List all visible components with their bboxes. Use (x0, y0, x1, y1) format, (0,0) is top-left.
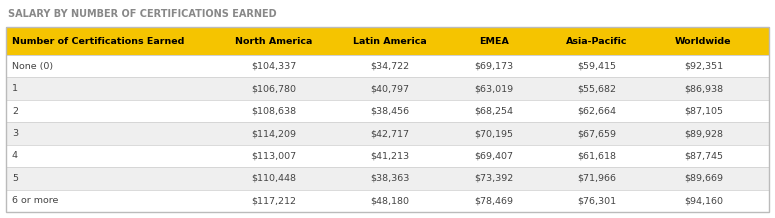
Text: $89,669: $89,669 (684, 174, 723, 183)
Text: $38,456: $38,456 (370, 107, 409, 116)
Text: 3: 3 (12, 129, 18, 138)
Text: 5: 5 (12, 174, 18, 183)
Text: $113,007: $113,007 (251, 152, 296, 160)
Text: $94,160: $94,160 (684, 196, 723, 205)
Text: 6 or more: 6 or more (12, 196, 58, 205)
Text: $110,448: $110,448 (251, 174, 296, 183)
Text: $71,966: $71,966 (577, 174, 616, 183)
Text: Asia-Pacific: Asia-Pacific (566, 36, 627, 46)
Bar (6, 122, 769, 145)
Text: $70,195: $70,195 (474, 129, 514, 138)
Bar (6, 167, 769, 190)
Text: $38,363: $38,363 (370, 174, 409, 183)
Bar (6, 55, 769, 77)
Text: $104,337: $104,337 (251, 62, 297, 71)
Text: $108,638: $108,638 (251, 107, 296, 116)
Text: $41,213: $41,213 (370, 152, 409, 160)
Text: $87,105: $87,105 (684, 107, 723, 116)
Text: $86,938: $86,938 (684, 84, 723, 93)
Text: None (0): None (0) (12, 62, 53, 71)
Text: $48,180: $48,180 (370, 196, 409, 205)
Bar (6, 77, 769, 100)
Text: Number of Certifications Earned: Number of Certifications Earned (12, 36, 184, 46)
Text: Latin America: Latin America (353, 36, 427, 46)
Bar (6, 27, 769, 55)
Text: $40,797: $40,797 (370, 84, 409, 93)
Text: SALARY BY NUMBER OF CERTIFICATIONS EARNED: SALARY BY NUMBER OF CERTIFICATIONS EARNE… (8, 9, 277, 19)
Text: $61,618: $61,618 (577, 152, 616, 160)
Text: Worldwide: Worldwide (675, 36, 732, 46)
Text: 1: 1 (12, 84, 18, 93)
Text: $73,392: $73,392 (474, 174, 514, 183)
Text: $63,019: $63,019 (474, 84, 514, 93)
Text: North America: North America (235, 36, 312, 46)
Text: $106,780: $106,780 (251, 84, 296, 93)
Bar (6, 190, 769, 212)
Text: $69,173: $69,173 (474, 62, 514, 71)
Text: $76,301: $76,301 (577, 196, 616, 205)
Text: 2: 2 (12, 107, 18, 116)
Text: $68,254: $68,254 (474, 107, 514, 116)
Bar (6, 145, 769, 167)
Text: $55,682: $55,682 (577, 84, 616, 93)
Text: $34,722: $34,722 (370, 62, 409, 71)
Text: $89,928: $89,928 (684, 129, 723, 138)
Text: EMEA: EMEA (479, 36, 509, 46)
Text: $87,745: $87,745 (684, 152, 723, 160)
Bar (6, 27, 769, 212)
Text: $114,209: $114,209 (251, 129, 296, 138)
Text: $92,351: $92,351 (684, 62, 723, 71)
Text: $62,664: $62,664 (577, 107, 616, 116)
Text: 4: 4 (12, 152, 18, 160)
Text: $78,469: $78,469 (474, 196, 514, 205)
Text: $59,415: $59,415 (577, 62, 616, 71)
Text: $42,717: $42,717 (370, 129, 409, 138)
Text: $117,212: $117,212 (251, 196, 296, 205)
Text: $67,659: $67,659 (577, 129, 616, 138)
Text: $69,407: $69,407 (474, 152, 514, 160)
Bar (6, 100, 769, 122)
